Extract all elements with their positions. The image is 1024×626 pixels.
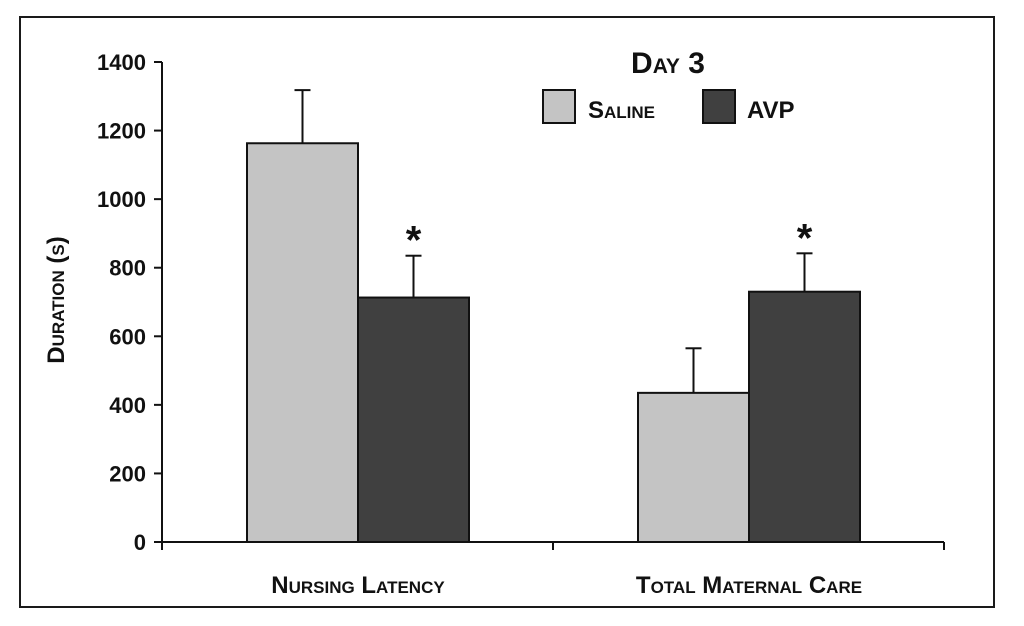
significance-marker: * (797, 216, 813, 260)
y-tick-label: 800 (109, 256, 146, 281)
y-axis-label: Duration (s) (43, 236, 70, 364)
y-tick-label: 0 (134, 530, 146, 555)
y-tick-label: 600 (109, 324, 146, 349)
legend-swatch-avp (702, 89, 736, 124)
bar-saline-0 (246, 142, 359, 543)
y-ticks: 0 200 400 600 800 1000 1200 1400 (97, 50, 162, 555)
chart-title: Day 3 (631, 47, 705, 80)
bars (246, 142, 861, 544)
x-category-label: Nursing Latency (271, 572, 445, 599)
x-labels: Nursing Latency Total Maternal Care (271, 572, 862, 599)
y-tick-label: 400 (109, 393, 146, 418)
y-tick-label: 1000 (97, 187, 146, 212)
x-ticks (161, 542, 945, 550)
y-tick-label: 1400 (97, 50, 146, 75)
x-category-label: Total Maternal Care (636, 572, 862, 599)
legend-swatch-saline (542, 89, 576, 124)
legend: Saline AVP (542, 89, 795, 124)
annotations: * * (406, 216, 813, 262)
significance-marker: * (406, 219, 422, 263)
legend-label-avp: AVP (747, 97, 795, 124)
bar-avp-1 (748, 290, 861, 544)
y-tick-label: 1200 (97, 119, 146, 144)
bar-saline-1 (637, 391, 750, 543)
legend-label-saline: Saline (588, 97, 655, 124)
error-bars (294, 89, 813, 393)
y-tick-label: 200 (109, 461, 146, 486)
bar-avp-0 (357, 296, 470, 543)
